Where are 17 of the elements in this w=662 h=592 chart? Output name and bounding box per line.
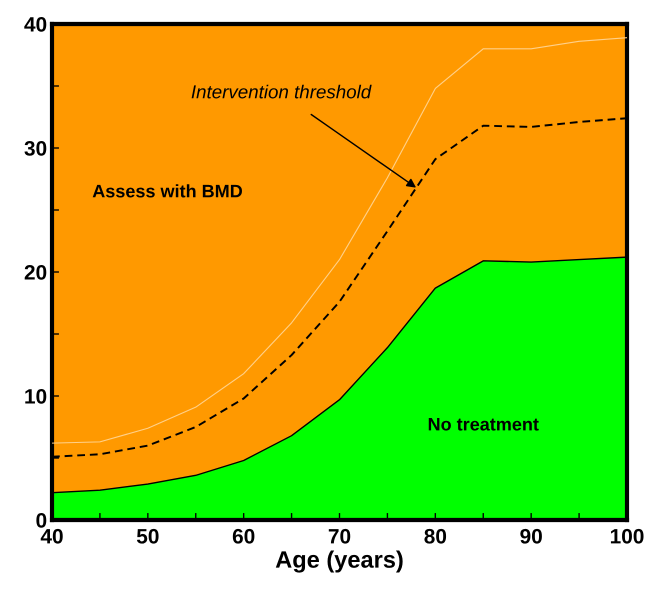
x-tick-label: 70 xyxy=(328,528,350,544)
x-tick-label: 60 xyxy=(232,528,254,544)
y-tick-label: 30 xyxy=(24,141,46,156)
band-label: Assess with BMD xyxy=(92,184,242,198)
line-series xyxy=(52,37,627,444)
annotation: Intervention threshold xyxy=(192,84,372,98)
series-label: No treatment xyxy=(428,418,539,431)
x-tick-label: 80 xyxy=(424,528,446,544)
x-tick-label: 90 xyxy=(520,528,542,544)
x-tick-label: 50 xyxy=(136,528,159,544)
x-tick-label: 100 xyxy=(610,528,644,544)
x-tick-label: 40 xyxy=(40,528,63,544)
y-tick-label: 10 xyxy=(25,389,46,404)
y-tick-label: 0 xyxy=(36,513,46,528)
x-axis-title: Age (years) xyxy=(276,550,403,573)
y-tick-label: 40 xyxy=(24,17,46,32)
y-tick-label: 20 xyxy=(24,265,46,280)
